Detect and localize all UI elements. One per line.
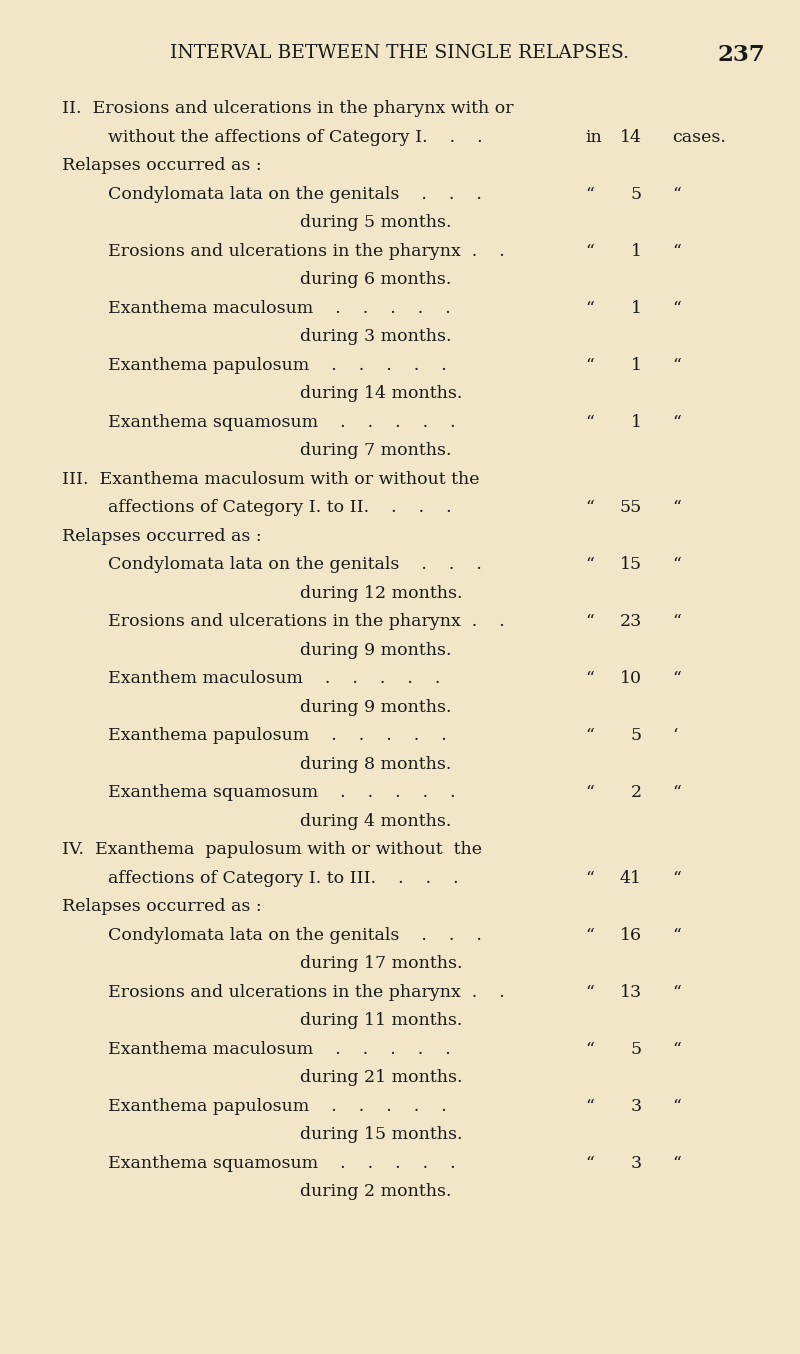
Text: “: “ xyxy=(672,1098,681,1114)
Text: Relapses occurred as :: Relapses occurred as : xyxy=(62,157,262,175)
Text: during 7 months.: during 7 months. xyxy=(300,441,451,459)
Text: INTERVAL BETWEEN THE SINGLE RELAPSES.: INTERVAL BETWEEN THE SINGLE RELAPSES. xyxy=(170,43,630,62)
Text: “: “ xyxy=(672,869,681,887)
Text: “: “ xyxy=(585,670,594,686)
Text: 1: 1 xyxy=(631,242,642,260)
Text: Exanthem maculosum    .    .    .    .    .: Exanthem maculosum . . . . . xyxy=(108,670,440,686)
Text: “: “ xyxy=(585,185,594,203)
Text: “: “ xyxy=(672,784,681,802)
Text: during 21 months.: during 21 months. xyxy=(300,1070,462,1086)
Text: 237: 237 xyxy=(718,43,765,66)
Text: Relapses occurred as :: Relapses occurred as : xyxy=(62,528,262,544)
Text: 1: 1 xyxy=(631,299,642,317)
Text: “: “ xyxy=(585,727,594,743)
Text: “: “ xyxy=(585,356,594,374)
Text: 13: 13 xyxy=(620,983,642,1001)
Text: 3: 3 xyxy=(631,1098,642,1114)
Text: 5: 5 xyxy=(631,1040,642,1057)
Text: Exanthema maculosum    .    .    .    .    .: Exanthema maculosum . . . . . xyxy=(108,1040,450,1057)
Text: 41: 41 xyxy=(620,869,642,887)
Text: “: “ xyxy=(672,926,681,944)
Text: “: “ xyxy=(585,869,594,887)
Text: Exanthema maculosum    .    .    .    .    .: Exanthema maculosum . . . . . xyxy=(108,299,450,317)
Text: 5: 5 xyxy=(631,185,642,203)
Text: 3: 3 xyxy=(631,1155,642,1171)
Text: 14: 14 xyxy=(620,129,642,145)
Text: Erosions and ulcerations in the pharynx  .    .: Erosions and ulcerations in the pharynx … xyxy=(108,983,505,1001)
Text: during 15 months.: during 15 months. xyxy=(300,1127,462,1143)
Text: Exanthema papulosum    .    .    .    .    .: Exanthema papulosum . . . . . xyxy=(108,356,446,374)
Text: during 12 months.: during 12 months. xyxy=(300,585,462,601)
Text: 1: 1 xyxy=(631,413,642,431)
Text: during 6 months.: during 6 months. xyxy=(300,271,451,288)
Text: “: “ xyxy=(585,299,594,317)
Text: Exanthema squamosum    .    .    .    .    .: Exanthema squamosum . . . . . xyxy=(108,1155,456,1171)
Text: “: “ xyxy=(672,356,681,374)
Text: “: “ xyxy=(585,613,594,630)
Text: 15: 15 xyxy=(620,556,642,573)
Text: during 14 months.: during 14 months. xyxy=(300,385,462,402)
Text: II.  Erosions and ulcerations in the pharynx with or: II. Erosions and ulcerations in the phar… xyxy=(62,100,514,116)
Text: without the affections of Category I.    .    .: without the affections of Category I. . … xyxy=(108,129,482,145)
Text: “: “ xyxy=(585,242,594,260)
Text: III.  Exanthema maculosum with or without the: III. Exanthema maculosum with or without… xyxy=(62,470,479,487)
Text: affections of Category I. to III.    .    .    .: affections of Category I. to III. . . . xyxy=(108,869,458,887)
Text: during 2 months.: during 2 months. xyxy=(300,1183,451,1200)
Text: 1: 1 xyxy=(631,356,642,374)
Text: Exanthema papulosum    .    .    .    .    .: Exanthema papulosum . . . . . xyxy=(108,1098,446,1114)
Text: Exanthema papulosum    .    .    .    .    .: Exanthema papulosum . . . . . xyxy=(108,727,446,743)
Text: “: “ xyxy=(672,413,681,431)
Text: 10: 10 xyxy=(620,670,642,686)
Text: Relapses occurred as :: Relapses occurred as : xyxy=(62,898,262,915)
Text: “: “ xyxy=(585,1155,594,1171)
Text: “: “ xyxy=(585,500,594,516)
Text: in: in xyxy=(585,129,602,145)
Text: “: “ xyxy=(672,185,681,203)
Text: ‘: ‘ xyxy=(672,727,678,743)
Text: Erosions and ulcerations in the pharynx  .    .: Erosions and ulcerations in the pharynx … xyxy=(108,242,505,260)
Text: “: “ xyxy=(672,556,681,573)
Text: Exanthema squamosum    .    .    .    .    .: Exanthema squamosum . . . . . xyxy=(108,784,456,802)
Text: during 9 months.: during 9 months. xyxy=(300,699,451,715)
Text: “: “ xyxy=(672,500,681,516)
Text: “: “ xyxy=(585,1098,594,1114)
Text: “: “ xyxy=(585,1040,594,1057)
Text: during 11 months.: during 11 months. xyxy=(300,1011,462,1029)
Text: during 4 months.: during 4 months. xyxy=(300,812,451,830)
Text: IV.  Exanthema  papulosum with or without  the: IV. Exanthema papulosum with or without … xyxy=(62,841,482,858)
Text: “: “ xyxy=(585,926,594,944)
Text: 16: 16 xyxy=(620,926,642,944)
Text: Condylomata lata on the genitals    .    .    .: Condylomata lata on the genitals . . . xyxy=(108,185,482,203)
Text: during 3 months.: during 3 months. xyxy=(300,328,451,345)
Text: “: “ xyxy=(672,299,681,317)
Text: “: “ xyxy=(585,556,594,573)
Text: “: “ xyxy=(672,1040,681,1057)
Text: “: “ xyxy=(585,784,594,802)
Text: affections of Category I. to II.    .    .    .: affections of Category I. to II. . . . xyxy=(108,500,452,516)
Text: 2: 2 xyxy=(631,784,642,802)
Text: 5: 5 xyxy=(631,727,642,743)
Text: cases.: cases. xyxy=(672,129,726,145)
Text: “: “ xyxy=(672,613,681,630)
Text: “: “ xyxy=(672,242,681,260)
Text: during 8 months.: during 8 months. xyxy=(300,756,451,773)
Text: during 5 months.: during 5 months. xyxy=(300,214,451,232)
Text: Erosions and ulcerations in the pharynx  .    .: Erosions and ulcerations in the pharynx … xyxy=(108,613,505,630)
Text: “: “ xyxy=(585,983,594,1001)
Text: “: “ xyxy=(672,670,681,686)
Text: Exanthema squamosum    .    .    .    .    .: Exanthema squamosum . . . . . xyxy=(108,413,456,431)
Text: Condylomata lata on the genitals    .    .    .: Condylomata lata on the genitals . . . xyxy=(108,556,482,573)
Text: 23: 23 xyxy=(620,613,642,630)
Text: “: “ xyxy=(672,983,681,1001)
Text: during 17 months.: during 17 months. xyxy=(300,955,462,972)
Text: 55: 55 xyxy=(620,500,642,516)
Text: “: “ xyxy=(585,413,594,431)
Text: “: “ xyxy=(672,1155,681,1171)
Text: Condylomata lata on the genitals    .    .    .: Condylomata lata on the genitals . . . xyxy=(108,926,482,944)
Text: during 9 months.: during 9 months. xyxy=(300,642,451,658)
